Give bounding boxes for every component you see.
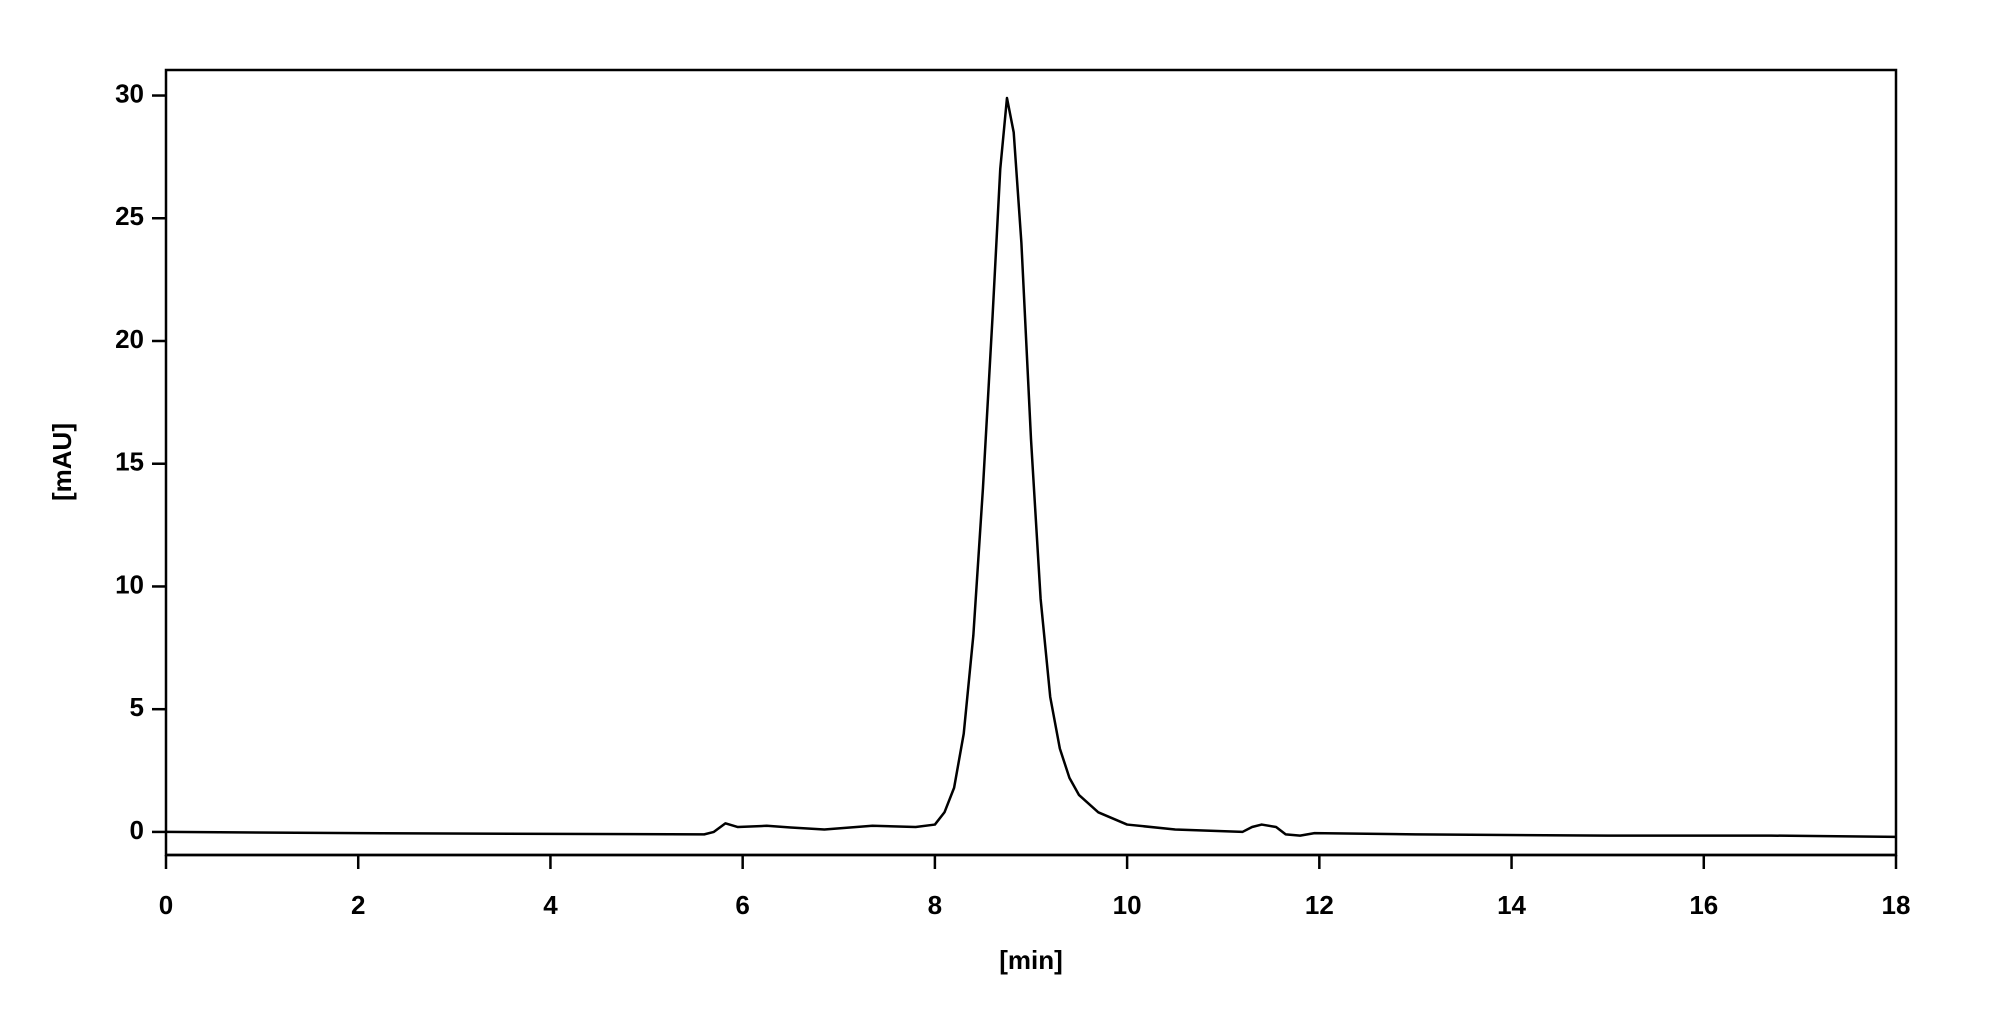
plot-frame [164, 68, 1898, 857]
x-tick-label: 12 [1305, 890, 1334, 920]
x-tick-label: 2 [351, 890, 365, 920]
y-tick-label: 20 [115, 324, 144, 354]
x-tick-label: 0 [159, 890, 173, 920]
y-tick-label: 30 [115, 78, 144, 108]
y-tick-label: 15 [115, 447, 144, 477]
y-axis-label: [mAU] [47, 423, 77, 501]
x-tick-label: 6 [735, 890, 749, 920]
y-tick-label: 5 [130, 692, 144, 722]
x-tick-label: 18 [1882, 890, 1911, 920]
x-axis-label: [min] [999, 945, 1063, 975]
trace-line [165, 96, 1897, 839]
x-tick-label: 14 [1497, 890, 1526, 920]
y-tick-label: 25 [115, 201, 144, 231]
x-tick-label: 10 [1113, 890, 1142, 920]
x-tick-label: 16 [1689, 890, 1718, 920]
x-tick-label: 8 [928, 890, 942, 920]
x-tick-label: 4 [543, 890, 558, 920]
y-tick-label: 0 [130, 815, 144, 845]
y-tick-label: 10 [115, 569, 144, 599]
